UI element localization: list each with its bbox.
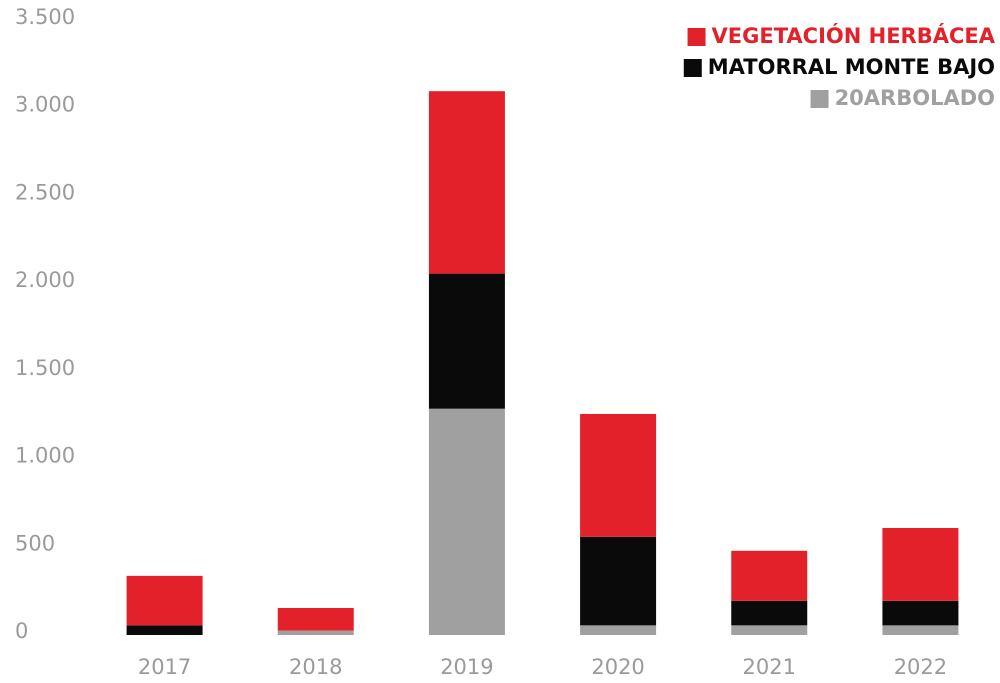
bar-segment: [882, 527, 959, 601]
bar-segment: [882, 600, 959, 626]
bar-segment: [580, 625, 657, 635]
bar-segment: [126, 575, 203, 626]
legend-label: MATORRAL MONTE BAJO: [708, 55, 995, 79]
x-tick-label: 2020: [591, 655, 644, 679]
legend-swatch: [683, 59, 702, 77]
bar-segment: [580, 536, 657, 626]
bar-segment: [428, 408, 505, 635]
x-tick-label: 2022: [894, 655, 947, 679]
bar-segment: [580, 413, 657, 537]
bar-segment: [731, 600, 808, 626]
bar-segment: [731, 550, 808, 601]
y-tick-label: 3.500: [15, 5, 75, 29]
x-tick-label: 2021: [743, 655, 796, 679]
y-tick-label: 2.000: [15, 268, 75, 292]
x-tick-label: 2019: [440, 655, 493, 679]
y-tick-label: 500: [15, 531, 55, 555]
y-tick-label: 1.500: [15, 356, 75, 380]
x-tick-label: 2017: [138, 655, 191, 679]
y-tick-label: 1.000: [15, 444, 75, 468]
legend-swatch: [687, 28, 706, 46]
y-tick-label: 0: [15, 619, 28, 643]
bar-segment: [428, 91, 505, 274]
legend-swatch: [810, 90, 829, 108]
bar-segment: [277, 607, 354, 631]
bar-segment: [882, 625, 959, 635]
legend-label: VEGETACIÓN HERBÁCEA: [712, 23, 996, 48]
y-tick-label: 2.500: [15, 180, 75, 204]
legend-label: 20ARBOLADO: [835, 86, 995, 110]
bar-segment: [731, 625, 808, 635]
x-tick-label: 2018: [289, 655, 342, 679]
y-tick-label: 3.000: [15, 93, 75, 117]
bar-segment: [126, 625, 203, 635]
bar-segment: [277, 630, 354, 635]
bar-segment: [428, 273, 505, 409]
